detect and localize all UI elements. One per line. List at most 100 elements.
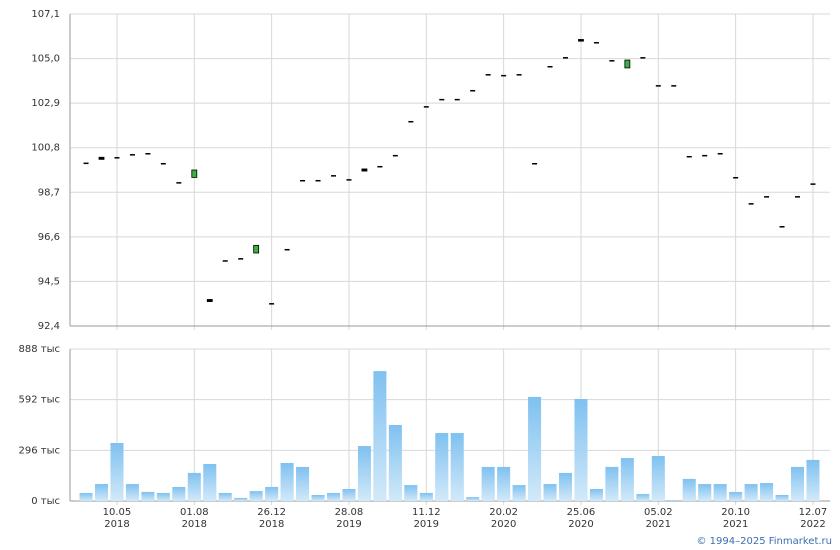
y-tick-label: 96,6 <box>38 232 60 243</box>
candle <box>717 153 723 155</box>
candle <box>392 154 398 157</box>
candle <box>547 66 553 68</box>
volume-bar-shade <box>559 472 572 501</box>
volume-bar-shade <box>667 499 681 501</box>
volume-bar-shade <box>404 485 418 501</box>
volume-bar-shade <box>528 396 542 501</box>
volume-bar-shade <box>187 472 201 501</box>
volume-bar-shade <box>249 491 263 501</box>
volume-bar-shade <box>775 495 789 501</box>
x-tick-label: 10.05 2018 <box>102 507 132 530</box>
candle <box>470 89 476 92</box>
candle <box>485 74 491 76</box>
candle <box>593 42 599 44</box>
volume-bar-shade <box>327 492 340 501</box>
x-tick-label: 05.02 2021 <box>643 507 673 530</box>
candle <box>686 155 692 158</box>
x-tick-label: 28.08 2019 <box>334 507 364 530</box>
candle <box>253 244 260 254</box>
y-tick-label: 94,5 <box>38 276 60 287</box>
y-tick-label: 107,1 <box>31 9 60 20</box>
volume-bar-shade <box>234 497 248 501</box>
candle <box>238 258 244 260</box>
x-tick-label: 12.07 2022 <box>798 507 828 530</box>
volume-bar-shade <box>744 484 758 501</box>
y-tick-label: 100,8 <box>31 143 60 154</box>
candle <box>206 299 213 302</box>
volume-bar-shade <box>651 455 665 501</box>
volume-bar-shade <box>497 466 511 501</box>
x-tick-label: 26.12 2018 <box>257 507 286 530</box>
candle <box>748 203 754 205</box>
candle <box>222 260 228 262</box>
y-tick-label: 296 тыс <box>19 445 60 456</box>
candle <box>145 153 151 155</box>
volume-bar-shade <box>79 492 93 501</box>
candle <box>624 59 631 69</box>
volume-bar-shade <box>435 433 449 501</box>
candle <box>810 183 816 185</box>
candle <box>284 248 290 251</box>
candle <box>98 156 105 160</box>
volume-bar-shade <box>342 489 356 501</box>
candle <box>346 179 352 181</box>
candle <box>795 196 800 198</box>
candle <box>331 175 336 177</box>
volume-bar-shade <box>419 492 433 501</box>
x-tick-label: 11.12 2019 <box>411 507 441 530</box>
volume-bar-shade <box>543 484 557 501</box>
volume-bar-shade <box>760 483 774 501</box>
volume-bar-shade <box>311 495 325 501</box>
candle <box>779 226 785 228</box>
volume-bar-shade <box>806 459 820 501</box>
candle <box>609 60 615 62</box>
volume-bar-shade <box>791 466 804 501</box>
volume-bar-shade <box>357 446 371 501</box>
volume-bar-shade <box>95 484 108 501</box>
candle <box>129 154 135 156</box>
candle <box>655 85 661 87</box>
candle <box>501 74 507 77</box>
volume-bar-shade <box>620 458 634 501</box>
candle <box>191 169 198 178</box>
candle <box>160 162 166 165</box>
candle <box>361 168 368 172</box>
volume-bar-shade <box>280 463 294 501</box>
candle <box>454 98 460 101</box>
candle <box>83 162 89 165</box>
candle <box>516 74 522 76</box>
volume-bar-shade <box>218 492 232 501</box>
candle <box>377 165 383 168</box>
volume-bar-shade <box>450 433 464 501</box>
x-tick-label: 25.06 2020 <box>566 507 596 530</box>
volume-bar-shade <box>574 398 588 501</box>
volume-bar-shade <box>589 489 603 501</box>
volume-bar-shade <box>636 493 650 501</box>
volume-bar-shade <box>110 442 124 501</box>
candle <box>578 39 584 42</box>
volume-bar-shade <box>141 491 155 501</box>
volume-bar-shade <box>698 484 712 501</box>
candle <box>423 106 429 108</box>
x-tick-label: 01.08 2018 <box>179 507 209 530</box>
candle <box>532 162 538 165</box>
y-tick-label: 888 тыс <box>19 344 60 355</box>
volume-bar-shade <box>265 486 279 501</box>
candle <box>300 179 306 182</box>
volume-bar-shade <box>388 425 402 501</box>
copyright: © 1994–2025 Finmarket.ru <box>696 536 832 547</box>
volume-bar-shade <box>296 466 310 501</box>
candle <box>764 196 770 198</box>
candle <box>439 98 445 101</box>
volume-bar-shade <box>466 497 480 501</box>
candle <box>408 120 414 123</box>
volume-bar-shade <box>373 371 387 501</box>
y-tick-label: 105,0 <box>31 54 60 65</box>
y-tick-label: 592 тыс <box>19 395 60 406</box>
candle <box>671 85 677 87</box>
candle <box>563 57 568 59</box>
candle <box>640 57 646 59</box>
y-tick-label: 92,4 <box>38 321 60 332</box>
volume-bar-shade <box>682 478 696 501</box>
